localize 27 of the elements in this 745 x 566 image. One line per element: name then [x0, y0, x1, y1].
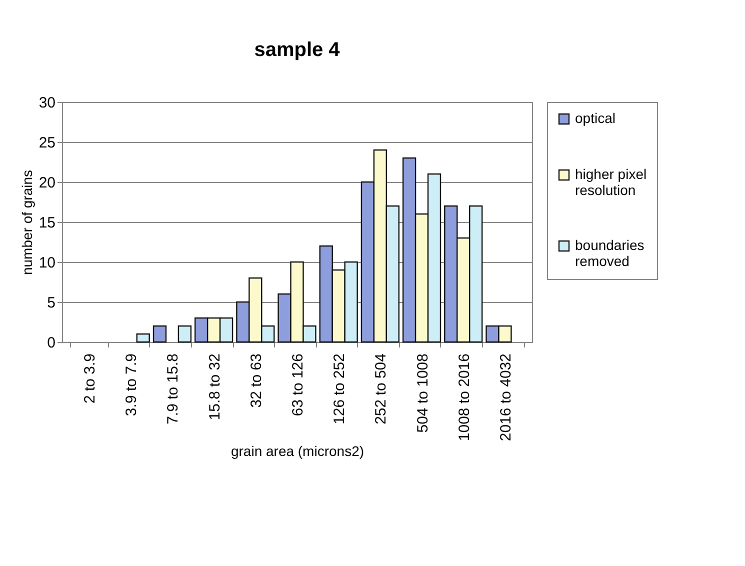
chart-title: sample 4 [254, 39, 341, 61]
y-tick-label: 5 [47, 294, 56, 312]
y-tick-label: 15 [38, 214, 56, 232]
x-tick-label: 7.9 to 15.8 [164, 354, 182, 424]
x-tick-label: 32 to 63 [248, 354, 265, 408]
y-tick-label: 25 [38, 134, 56, 152]
bar [178, 325, 192, 343]
bar [136, 333, 150, 343]
x-tick-label: 1008 to 2016 [456, 354, 473, 442]
x-tick-label: 2016 to 4032 [497, 354, 514, 442]
legend-label: boundaries removed [575, 237, 644, 269]
bar [152, 325, 167, 343]
y-tick-label: 10 [38, 254, 56, 272]
x-axis-title: grain area (microns2) [230, 443, 364, 460]
legend-label: optical [575, 110, 616, 126]
x-tick-label: 15.8 to 32 [206, 354, 224, 420]
x-tick-label: 63 to 126 [290, 354, 306, 416]
x-tick-label: 504 to 1008 [414, 354, 432, 433]
y-tick-label: 20 [38, 174, 56, 192]
legend-label: higher pixel resolution [575, 166, 647, 198]
y-tick-label: 30 [38, 94, 56, 112]
x-tick-label: 252 to 504 [372, 354, 390, 424]
y-tick-label: 0 [47, 334, 56, 352]
x-tick-label: 2 to 3.9 [82, 354, 99, 404]
x-tick-label: 126 to 252 [331, 354, 348, 424]
x-tick-label: 3.9 to 7.9 [123, 354, 140, 416]
y-axis-title: number of grains [18, 170, 35, 276]
